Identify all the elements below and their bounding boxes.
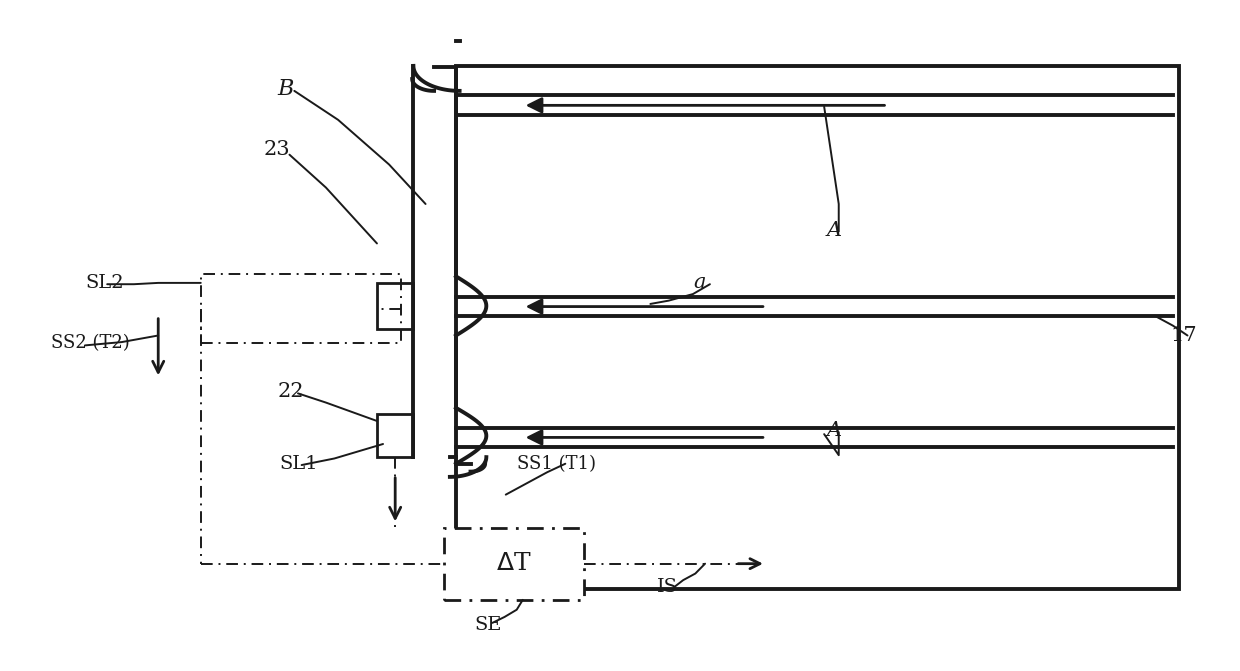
Text: B: B: [278, 78, 294, 100]
Text: IS: IS: [656, 578, 677, 597]
Bar: [377, 415, 413, 457]
Text: $\Delta$T: $\Delta$T: [496, 552, 532, 575]
Text: A: A: [827, 221, 842, 240]
Text: A: A: [827, 421, 842, 440]
Bar: [456, 66, 1179, 588]
Text: 17: 17: [1171, 326, 1197, 345]
Text: 22: 22: [278, 382, 304, 401]
Bar: [377, 283, 413, 329]
Text: SL2: SL2: [86, 274, 124, 292]
Text: a: a: [693, 273, 706, 293]
Text: SS2 (T2): SS2 (T2): [51, 334, 130, 352]
Text: SL1: SL1: [280, 455, 319, 473]
Text: SS1 (T1): SS1 (T1): [517, 455, 595, 473]
Bar: [201, 274, 402, 344]
Text: 23: 23: [264, 140, 290, 159]
Text: SE: SE: [474, 616, 501, 634]
Bar: [444, 527, 584, 600]
